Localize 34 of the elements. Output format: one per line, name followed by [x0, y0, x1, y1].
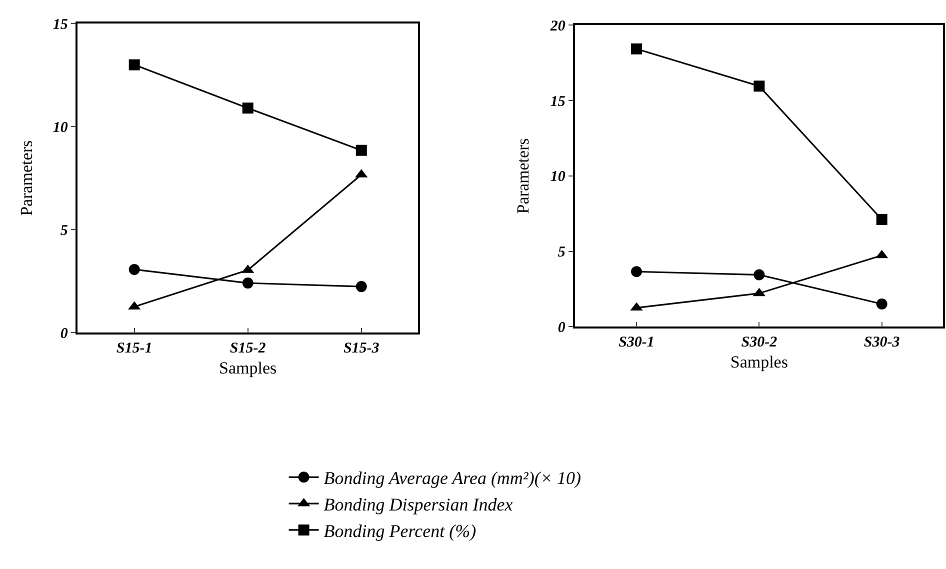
point — [876, 214, 888, 225]
y-tick-label: 10 — [52, 120, 68, 136]
legend-label: Bonding Percent (%) — [324, 520, 476, 541]
point — [631, 43, 642, 54]
x-tick-label: S30-1 — [618, 334, 654, 350]
x-axis-title: Samples — [730, 352, 788, 372]
point — [876, 298, 888, 310]
point — [356, 281, 367, 292]
y-tick-label: 0 — [558, 320, 566, 336]
y-tick-label: 15 — [52, 16, 68, 33]
point — [128, 59, 140, 70]
point — [242, 278, 254, 289]
point — [128, 264, 140, 275]
point — [356, 144, 367, 156]
y-axis-title: Parameters — [16, 140, 36, 216]
point — [754, 80, 765, 92]
y-tick-label: 5 — [558, 244, 566, 261]
x-tick-label: S15-3 — [343, 340, 380, 356]
y-tick-label: 15 — [550, 94, 566, 110]
point — [242, 102, 254, 114]
x-tick-label: S15-2 — [230, 340, 266, 356]
y-tick-label: 20 — [549, 18, 566, 34]
x-tick-label: S30-2 — [741, 334, 778, 350]
point — [754, 269, 765, 280]
point — [631, 266, 642, 278]
x-axis-title: Samples — [219, 358, 277, 378]
x-tick-label: S30-3 — [864, 334, 900, 350]
y-axis-title: Parameters — [513, 138, 532, 214]
y-tick-label: 10 — [550, 169, 566, 186]
legend-label: Bonding Average Area (mm²)(× 10) — [324, 468, 581, 488]
x-tick-label: S15-1 — [116, 340, 152, 356]
y-tick-label: 0 — [60, 326, 68, 342]
y-tick-label: 5 — [60, 222, 68, 239]
legend-label: Bonding Dispersian Index — [324, 494, 513, 515]
